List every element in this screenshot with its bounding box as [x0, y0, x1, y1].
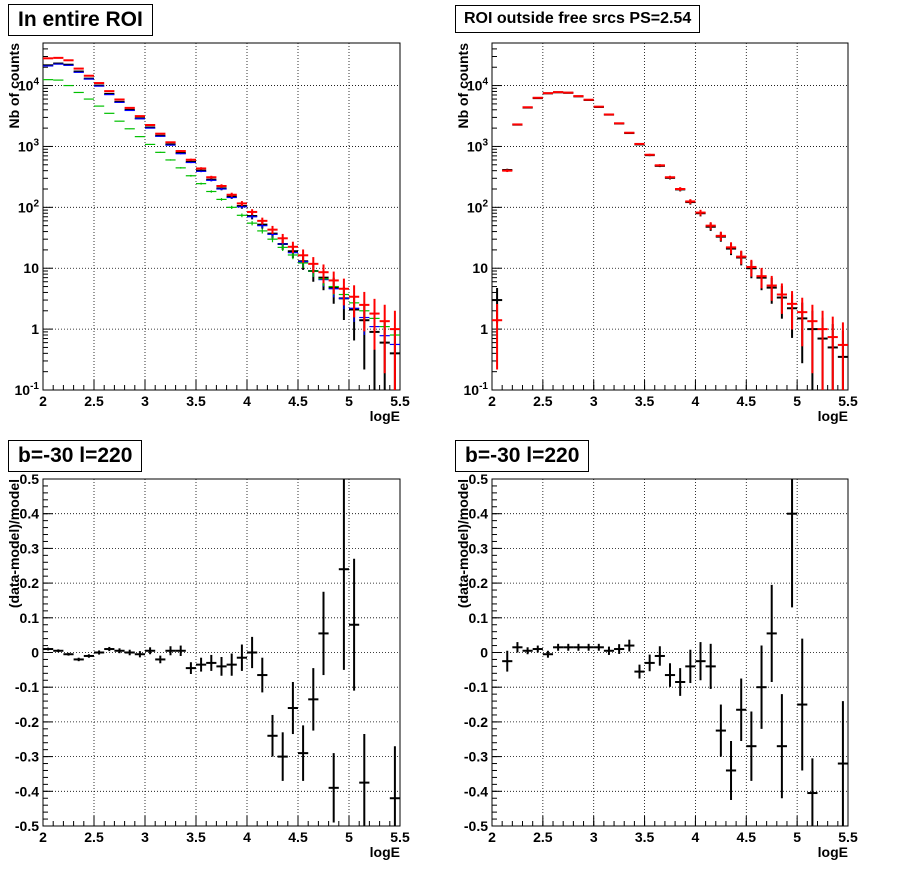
y-tick-label: 0: [480, 645, 488, 661]
y-tick-label: 0.5: [20, 471, 40, 487]
x-axis-label: logE: [818, 844, 848, 860]
x-tick-label: 2.5: [84, 393, 104, 409]
y-tick-label: 0.1: [20, 610, 40, 626]
x-tick-label: 4: [243, 393, 251, 409]
y-tick-label: -0.5: [15, 818, 39, 834]
y-tick-label: 0.2: [469, 575, 489, 591]
x-tick-label: 4: [692, 829, 700, 845]
series-2: [492, 91, 848, 390]
y-tick-label: 1: [31, 321, 39, 337]
x-tick-label: 2: [488, 393, 496, 409]
x-tick-label: 4: [692, 393, 700, 409]
x-tick-label: 5: [793, 829, 801, 845]
y-tick-label: 0.5: [469, 471, 489, 487]
y-tick-label: 102: [467, 198, 489, 215]
y-tick-label: 103: [18, 137, 40, 154]
plot-2: 2 2.5 3 3.5 4 4.5 5 5.5 10-1 1 10 102 103 104 logE Nb o…: [455, 42, 858, 424]
x-axis-label: logE: [370, 408, 400, 424]
y-tick-label: 102: [18, 198, 40, 215]
y-tick-label: -0.3: [15, 749, 39, 765]
plot-frame: [491, 42, 849, 391]
y-tick-label: 10: [23, 260, 39, 276]
y-tick-label: -0.4: [15, 783, 39, 799]
x-tick-label: 4: [243, 829, 251, 845]
y-tick-label: 0.4: [20, 506, 40, 522]
x-tick-label: 2.5: [533, 829, 553, 845]
x-tick-label: 3: [590, 393, 598, 409]
y-tick-label: 0.2: [20, 575, 40, 591]
y-tick-label: 0.4: [469, 506, 489, 522]
x-tick-label: 2: [488, 829, 496, 845]
x-tick-label: 2.5: [84, 829, 104, 845]
x-tick-label: 5: [345, 829, 353, 845]
x-tick-label: 4.5: [288, 829, 308, 845]
plot-4: 2 2.5 3 3.5 4 4.5 5 5.5 -0.5 -0.4 -0.3 -0.2 -0.1 0 0.1…: [455, 471, 858, 860]
x-tick-label: 4.5: [737, 829, 757, 845]
x-tick-label: 2: [39, 829, 47, 845]
y-tick-label: 0.1: [469, 610, 489, 626]
series-1: [502, 479, 848, 826]
x-tick-label: 5: [345, 393, 353, 409]
y-tick-label: 10: [472, 260, 488, 276]
y-tick-label: 10-1: [464, 381, 489, 398]
x-tick-label: 5.5: [390, 829, 410, 845]
panel-title-4: b=-30 l=220: [455, 440, 590, 472]
y-axis-label: (data-model)/model: [6, 479, 22, 608]
x-tick-label: 3: [590, 829, 598, 845]
y-tick-label: -0.1: [464, 679, 488, 695]
x-axis-label: logE: [370, 844, 400, 860]
panel-title-3: b=-30 l=220: [8, 440, 143, 472]
plot-frame: [42, 42, 401, 391]
y-tick-label: 0: [31, 645, 39, 661]
x-axis-label: logE: [818, 408, 848, 424]
y-tick-label: -0.4: [464, 783, 488, 799]
y-tick-label: 0.3: [20, 540, 40, 556]
x-tick-label: 4.5: [737, 393, 757, 409]
y-tick-label: 0.3: [469, 540, 489, 556]
y-tick-label: 1: [480, 321, 488, 337]
x-tick-label: 5.5: [390, 393, 410, 409]
y-tick-label: -0.2: [15, 714, 39, 730]
x-tick-label: 3: [141, 393, 149, 409]
y-tick-label: -0.1: [15, 679, 39, 695]
y-tick-label: 10-1: [15, 381, 40, 398]
x-tick-label: 4.5: [288, 393, 308, 409]
x-tick-label: 3.5: [186, 393, 206, 409]
y-axis-label: Nb of counts: [6, 43, 22, 129]
x-tick-label: 2: [39, 393, 47, 409]
x-tick-label: 3.5: [186, 829, 206, 845]
x-tick-label: 5: [793, 393, 801, 409]
y-tick-label: -0.3: [464, 749, 488, 765]
plot-3: 2 2.5 3 3.5 4 4.5 5 5.5 -0.5 -0.4 -0.3 -0.2 -0.1 0 0.1…: [6, 471, 410, 860]
x-tick-label: 3.5: [635, 829, 655, 845]
y-tick-label: 103: [467, 137, 489, 154]
series-1: [43, 479, 400, 826]
y-tick-label: -0.2: [464, 714, 488, 730]
series-4: [43, 56, 400, 390]
x-tick-label: 5.5: [838, 829, 858, 845]
y-tick-label: -0.5: [464, 818, 488, 834]
y-axis-label: Nb of counts: [455, 43, 471, 129]
plot-1: 2 2.5 3 3.5 4 4.5 5 5.5 10-1 1 10 102 103 104 logE Nb o…: [6, 42, 410, 424]
x-tick-label: 2.5: [533, 393, 553, 409]
panel-title-1: In entire ROI: [8, 4, 153, 36]
y-tick-label: 104: [467, 77, 489, 94]
x-tick-label: 3.5: [635, 393, 655, 409]
x-tick-label: 5.5: [838, 393, 858, 409]
x-tick-label: 3: [141, 829, 149, 845]
panel-title-2: ROI outside free srcs PS=2.54: [455, 5, 701, 33]
y-tick-label: 104: [18, 77, 40, 94]
y-axis-label: (data-model)/model: [455, 479, 471, 608]
